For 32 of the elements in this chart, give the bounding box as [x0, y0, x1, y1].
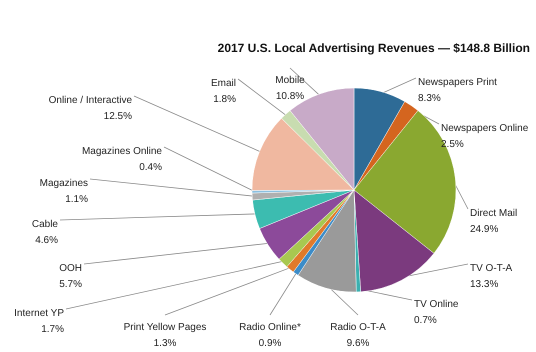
- data-label: 5.7%: [59, 279, 82, 290]
- data-label: 1.8%: [213, 94, 236, 105]
- slice-label: Cable: [32, 219, 58, 230]
- data-label: 13.3%: [470, 279, 498, 290]
- data-label: 12.5%: [104, 111, 132, 122]
- data-label: 0.4%: [139, 162, 162, 173]
- data-label: 10.8%: [276, 91, 304, 102]
- slice-label: Print Yellow Pages: [124, 322, 206, 333]
- slice-label: Email: [210, 78, 236, 89]
- slice-label: TV O-T-A: [470, 263, 513, 274]
- slice-label: Radio O-T-A: [330, 322, 386, 333]
- slice-label: Magazines: [40, 178, 88, 189]
- slice-label: Magazines Online: [82, 146, 162, 157]
- slice-label: Newspapers Print: [418, 77, 498, 88]
- slice-label: Direct Mail: [470, 208, 518, 219]
- data-label: 0.7%: [414, 315, 437, 326]
- data-label: 1.1%: [65, 194, 88, 205]
- slice-label: OOH: [59, 263, 82, 274]
- slice-label: Online / Interactive: [48, 95, 132, 106]
- chart-title: 2017 U.S. Local Advertising Revenues — $148.8 Billion: [218, 41, 530, 55]
- data-label: 1.7%: [41, 324, 64, 335]
- data-label: 4.6%: [35, 235, 58, 246]
- data-label: 0.9%: [258, 338, 282, 349]
- slice-label: TV Online: [414, 299, 459, 310]
- data-label: 8.3%: [418, 93, 441, 104]
- data-label: 9.6%: [346, 338, 370, 349]
- slice-label: Newspapers Online: [441, 123, 529, 134]
- data-label: 24.9%: [470, 224, 498, 235]
- slice-label: Radio Online*: [239, 322, 301, 333]
- data-label: 1.3%: [154, 338, 177, 349]
- slice-label: Internet YP: [14, 308, 64, 319]
- slice-label: Mobile: [275, 75, 306, 86]
